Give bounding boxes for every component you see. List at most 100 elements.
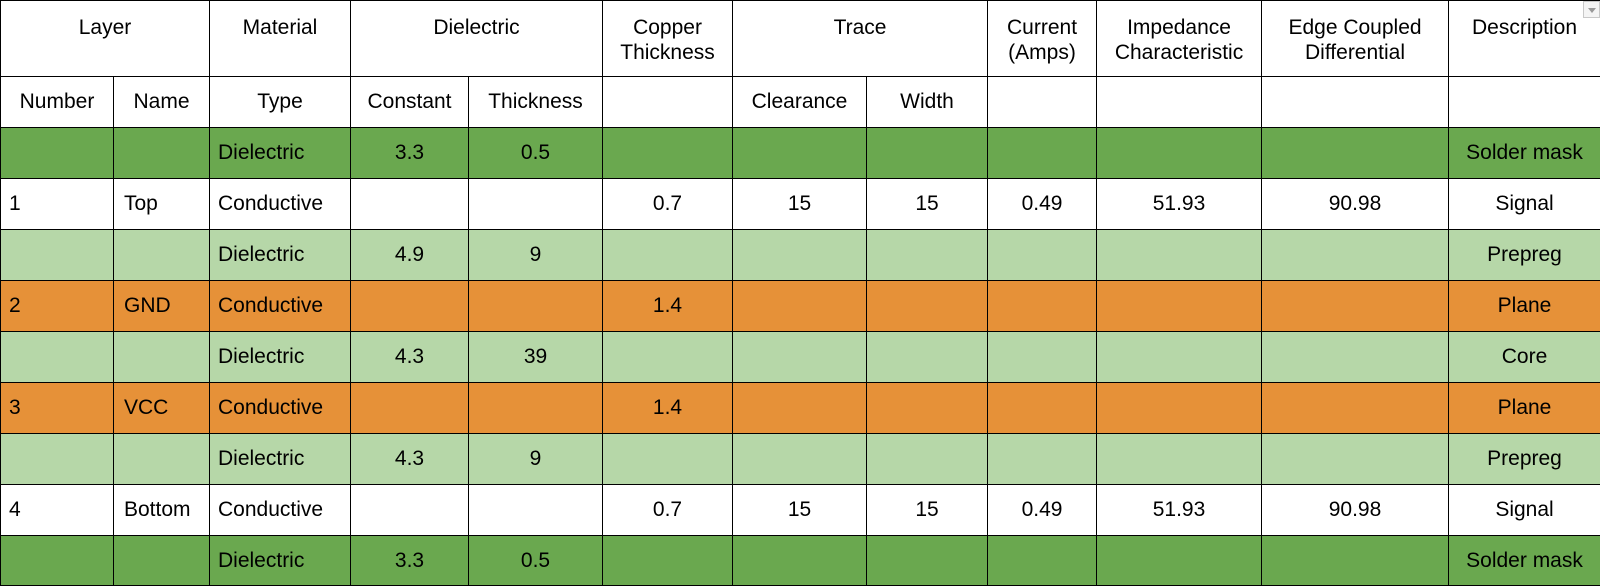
cell-copper-thickness[interactable]: 0.7 (603, 485, 733, 536)
cell-impedance[interactable] (1097, 230, 1262, 281)
header-layer[interactable]: Layer (1, 1, 210, 77)
cell-edge-coupled[interactable] (1262, 383, 1449, 434)
cell-description[interactable]: Solder mask (1449, 536, 1600, 586)
cell-constant[interactable]: 3.3 (351, 536, 469, 586)
cell-impedance[interactable] (1097, 128, 1262, 179)
cell-current[interactable]: 0.49 (988, 179, 1097, 230)
cell-width[interactable] (867, 536, 988, 586)
subheader-empty-description[interactable] (1449, 77, 1600, 128)
cell-thickness[interactable] (469, 179, 603, 230)
cell-thickness[interactable] (469, 383, 603, 434)
cell-constant[interactable]: 4.9 (351, 230, 469, 281)
subheader-name[interactable]: Name (114, 77, 210, 128)
cell-copper-thickness[interactable]: 1.4 (603, 383, 733, 434)
cell-description[interactable]: Prepreg (1449, 230, 1600, 281)
cell-clearance[interactable] (733, 383, 867, 434)
cell-description[interactable]: Prepreg (1449, 434, 1600, 485)
cell-type[interactable]: Conductive (210, 383, 351, 434)
cell-name[interactable]: VCC (114, 383, 210, 434)
cell-constant[interactable] (351, 179, 469, 230)
cell-edge-coupled[interactable] (1262, 281, 1449, 332)
filter-dropdown-icon[interactable] (1583, 1, 1600, 18)
cell-current[interactable] (988, 536, 1097, 586)
cell-copper-thickness[interactable] (603, 536, 733, 586)
cell-clearance[interactable]: 15 (733, 485, 867, 536)
header-copper-thickness[interactable]: Copper Thickness (603, 1, 733, 77)
cell-impedance[interactable] (1097, 536, 1262, 586)
cell-number[interactable] (1, 434, 114, 485)
cell-constant[interactable] (351, 281, 469, 332)
cell-description[interactable]: Signal (1449, 485, 1600, 536)
cell-width[interactable] (867, 434, 988, 485)
cell-impedance[interactable] (1097, 281, 1262, 332)
cell-impedance[interactable]: 51.93 (1097, 179, 1262, 230)
cell-constant[interactable]: 4.3 (351, 332, 469, 383)
cell-current[interactable] (988, 230, 1097, 281)
cell-constant[interactable] (351, 485, 469, 536)
subheader-number[interactable]: Number (1, 77, 114, 128)
cell-number[interactable]: 1 (1, 179, 114, 230)
header-current[interactable]: Current (Amps) (988, 1, 1097, 77)
cell-impedance[interactable] (1097, 332, 1262, 383)
header-material[interactable]: Material (210, 1, 351, 77)
cell-description[interactable]: Solder mask (1449, 128, 1600, 179)
cell-edge-coupled[interactable] (1262, 536, 1449, 586)
cell-copper-thickness[interactable] (603, 332, 733, 383)
cell-number[interactable] (1, 128, 114, 179)
cell-width[interactable]: 15 (867, 179, 988, 230)
cell-width[interactable] (867, 230, 988, 281)
cell-thickness[interactable]: 0.5 (469, 536, 603, 586)
cell-edge-coupled[interactable]: 90.98 (1262, 179, 1449, 230)
cell-name[interactable] (114, 434, 210, 485)
cell-constant[interactable]: 4.3 (351, 434, 469, 485)
cell-copper-thickness[interactable] (603, 230, 733, 281)
cell-copper-thickness[interactable] (603, 128, 733, 179)
cell-number[interactable] (1, 230, 114, 281)
cell-edge-coupled[interactable] (1262, 434, 1449, 485)
subheader-empty-edge[interactable] (1262, 77, 1449, 128)
header-description[interactable]: Description (1449, 1, 1600, 77)
cell-impedance[interactable]: 51.93 (1097, 485, 1262, 536)
header-trace[interactable]: Trace (733, 1, 988, 77)
cell-clearance[interactable]: 15 (733, 179, 867, 230)
cell-number[interactable] (1, 536, 114, 586)
subheader-empty-current[interactable] (988, 77, 1097, 128)
cell-thickness[interactable]: 39 (469, 332, 603, 383)
cell-clearance[interactable] (733, 128, 867, 179)
cell-number[interactable] (1, 332, 114, 383)
cell-current[interactable] (988, 332, 1097, 383)
cell-name[interactable]: Bottom (114, 485, 210, 536)
cell-type[interactable]: Dielectric (210, 230, 351, 281)
cell-width[interactable] (867, 281, 988, 332)
cell-thickness[interactable] (469, 281, 603, 332)
subheader-constant[interactable]: Constant (351, 77, 469, 128)
cell-edge-coupled[interactable]: 90.98 (1262, 485, 1449, 536)
cell-type[interactable]: Dielectric (210, 536, 351, 586)
subheader-clearance[interactable]: Clearance (733, 77, 867, 128)
cell-name[interactable] (114, 230, 210, 281)
cell-edge-coupled[interactable] (1262, 332, 1449, 383)
subheader-thickness[interactable]: Thickness (469, 77, 603, 128)
cell-number[interactable]: 2 (1, 281, 114, 332)
cell-type[interactable]: Conductive (210, 179, 351, 230)
cell-current[interactable] (988, 434, 1097, 485)
cell-edge-coupled[interactable] (1262, 128, 1449, 179)
cell-edge-coupled[interactable] (1262, 230, 1449, 281)
cell-impedance[interactable] (1097, 434, 1262, 485)
cell-width[interactable] (867, 383, 988, 434)
cell-description[interactable]: Plane (1449, 383, 1600, 434)
cell-description[interactable]: Signal (1449, 179, 1600, 230)
cell-width[interactable]: 15 (867, 485, 988, 536)
cell-name[interactable] (114, 128, 210, 179)
subheader-type[interactable]: Type (210, 77, 351, 128)
cell-current[interactable] (988, 383, 1097, 434)
cell-description[interactable]: Plane (1449, 281, 1600, 332)
subheader-width[interactable]: Width (867, 77, 988, 128)
cell-clearance[interactable] (733, 332, 867, 383)
cell-number[interactable]: 4 (1, 485, 114, 536)
cell-type[interactable]: Conductive (210, 281, 351, 332)
cell-thickness[interactable]: 0.5 (469, 128, 603, 179)
cell-copper-thickness[interactable]: 0.7 (603, 179, 733, 230)
cell-clearance[interactable] (733, 434, 867, 485)
cell-clearance[interactable] (733, 536, 867, 586)
